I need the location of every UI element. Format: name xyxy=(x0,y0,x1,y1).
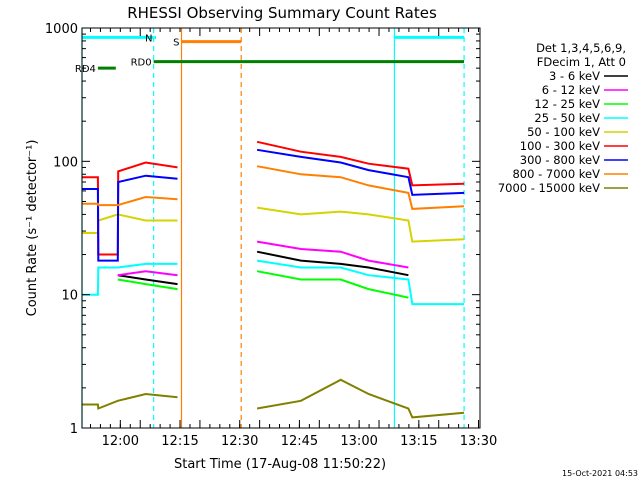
series-line-4-0 xyxy=(82,213,178,234)
legend-label-4: 50 - 100 keV xyxy=(527,125,600,139)
series-line-0-1 xyxy=(256,250,409,277)
legend-label-1: 6 - 12 keV xyxy=(542,83,600,97)
series-line-2-0 xyxy=(117,278,178,291)
footer-timestamp: 15-Oct-2021 04:53 xyxy=(562,469,638,478)
plot-frame xyxy=(81,27,481,429)
y-tick-label-3: 1000 xyxy=(45,22,78,37)
x-tick-label-3: 12:45 xyxy=(281,434,318,449)
x-tick-label-5: 13:15 xyxy=(400,434,437,449)
series-line-1-1 xyxy=(256,240,409,269)
x-axis-ticks: 12:00 12:15 12:30 12:45 13:00 13:15 13:30 xyxy=(89,28,497,449)
y-axis-ticks: 1 10 100 1000 xyxy=(45,22,480,437)
legend-label-2: 12 - 25 keV xyxy=(534,97,600,111)
legend-header-line-2: FDecim 1, Att 0 xyxy=(537,55,626,69)
series-line-0-0 xyxy=(117,274,178,286)
series-line-2-1 xyxy=(256,270,409,299)
legend-label-5: 100 - 300 keV xyxy=(520,139,600,153)
series-line-7-1 xyxy=(256,165,465,210)
series-line-6-0 xyxy=(82,174,178,262)
series-line-6-1 xyxy=(256,148,465,196)
series-line-5-1 xyxy=(256,140,465,187)
flag-label-3: RD0 xyxy=(131,58,152,69)
legend-label-7: 800 - 7000 keV xyxy=(512,167,600,181)
y-tick-label-2: 100 xyxy=(53,155,78,170)
legend-label-0: 3 - 6 keV xyxy=(549,69,600,83)
x-tick-label-2: 12:30 xyxy=(221,434,258,449)
legend-label-8: 7000 - 15000 keV xyxy=(498,181,600,195)
legend-header-line-1: Det 1,3,4,5,6,9, xyxy=(536,41,626,55)
series-line-3-1 xyxy=(256,259,465,306)
flag-label-4: RD4 xyxy=(75,64,96,75)
plot-area: N S RD0 RD4 xyxy=(75,28,465,428)
x-axis-label: Start Time (17-Aug-08 11:50:22) xyxy=(174,457,386,472)
series-line-1-0 xyxy=(117,270,178,277)
series-line-4-1 xyxy=(256,206,465,243)
series-line-8-1 xyxy=(256,378,465,419)
y-axis-label: Count Rate (s⁻¹ detector⁻¹) xyxy=(25,140,40,317)
legend-label-6: 300 - 800 keV xyxy=(520,153,600,167)
chart-title: RHESSI Observing Summary Count Rates xyxy=(127,4,437,22)
flag-label-1: N xyxy=(145,33,152,44)
series-line-3-0 xyxy=(82,262,178,296)
x-tick-label-0: 12:00 xyxy=(102,434,139,449)
y-tick-label-1: 10 xyxy=(61,289,78,304)
legend-label-3: 25 - 50 keV xyxy=(534,111,600,125)
flag-label-2: S xyxy=(173,38,179,49)
legend: Det 1,3,4,5,6,9, FDecim 1, Att 0 3 - 6 k… xyxy=(498,41,628,195)
y-tick-label-0: 1 xyxy=(70,422,78,437)
x-tick-label-1: 12:15 xyxy=(161,434,198,449)
x-tick-label-4: 13:00 xyxy=(340,434,377,449)
x-tick-label-6: 13:30 xyxy=(460,434,497,449)
series-line-7-0 xyxy=(82,195,178,207)
series-line-8-0 xyxy=(82,392,178,410)
